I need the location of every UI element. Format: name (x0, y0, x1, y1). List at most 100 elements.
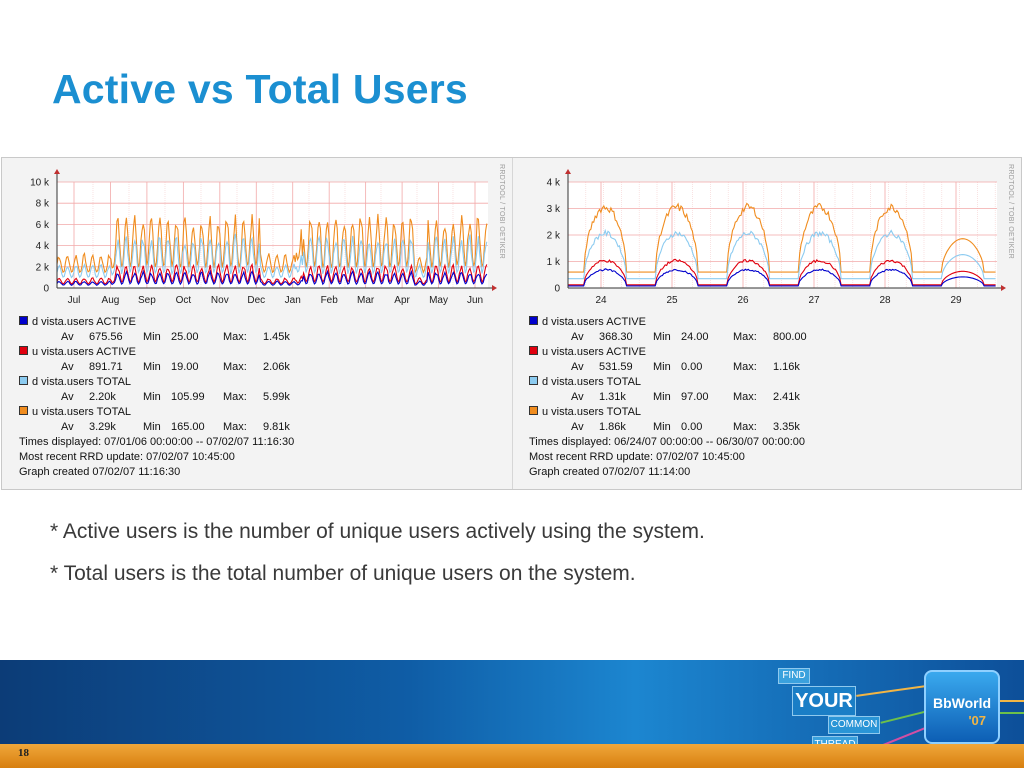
legend-stat-max: 3.35k (773, 421, 800, 433)
y-tick-label: 4 k (547, 178, 561, 189)
legend-swatch (19, 316, 28, 325)
legend-stats: Av 531.59 Min 0.00 Max: 1.16k (529, 360, 807, 375)
rrdtool-label: RRDTOOL / TOBI OETIKER (498, 164, 505, 260)
legend-stat-label: Min (653, 331, 671, 343)
legend-stat-label: Av (571, 331, 584, 343)
legend-series-name: d vista.users ACTIVE (542, 316, 646, 328)
legend-series-name: d vista.users TOTAL (542, 376, 642, 388)
decorative-stripe (1000, 712, 1024, 714)
bullet-item: * Total users is the total number of uni… (50, 562, 636, 585)
logo-word-find: FIND (778, 668, 810, 684)
series-line-u-vista-users-total (56, 213, 488, 275)
y-tick-label: 3 k (547, 204, 561, 215)
legend-entry: u vista.users ACTIVE (529, 345, 807, 360)
legend-stat-label: Max: (223, 391, 247, 403)
x-tick-label: Apr (394, 295, 410, 306)
graph-footer-line: Most recent RRD update: 07/02/07 10:45:0… (19, 451, 235, 463)
legend-stat-av: 1.31k (599, 391, 626, 403)
legend-series-name: u vista.users ACTIVE (542, 346, 646, 358)
series-line-u-vista-users-active (568, 258, 996, 286)
y-tick-label: 8 k (36, 199, 50, 210)
y-tick-label: 6 k (36, 220, 50, 231)
legend-stat-min: 0.00 (681, 421, 703, 433)
legend-stat-label: Av (571, 361, 584, 373)
legend-stat-av: 2.20k (89, 391, 116, 403)
graph-frame: 10 k 8 k 6 k 4 k 2 k 0 Jul Aug Sep Oct Nov Dec Jan Fe… (1, 157, 1022, 490)
legend-stat-label: Max: (733, 421, 757, 433)
legend-stats: Av 1.31k Min 97.00 Max: 2.41k (529, 390, 807, 405)
legend-series-name: u vista.users TOTAL (542, 406, 642, 418)
x-tick-label: Jul (68, 295, 81, 306)
graph-footer-line: Most recent RRD update: 07/02/07 10:45:0… (529, 451, 745, 463)
legend-stats: Av 891.71 Min 19.00 Max: 2.06k (19, 360, 294, 375)
legend-stat-min: 105.99 (171, 391, 205, 403)
bbworld-logo-text: BbWorld (932, 695, 992, 711)
legend-swatch (19, 376, 28, 385)
chart-panel-weekly: 4 k 3 k 2 k 1 k 0 24 25 26 27 28 29 RRDTOOL / TOBI… (513, 158, 1021, 489)
bbworld-logo: BbWorld '07 (924, 670, 1000, 744)
legend-annual: d vista.users ACTIVE Av 675.56 Min 25.00 Max:… (19, 315, 294, 480)
legend-stat-min: 97.00 (681, 391, 709, 403)
legend-swatch (529, 316, 538, 325)
legend-stat-label: Max: (733, 391, 757, 403)
legend-stat-label: Max: (733, 361, 757, 373)
legend-stat-max: 5.99k (263, 391, 290, 403)
series-line-d-vista-users-active (568, 268, 996, 287)
legend-series-name: d vista.users ACTIVE (32, 316, 136, 328)
legend-stat-label: Av (61, 421, 74, 433)
legend-stat-max: 2.41k (773, 391, 800, 403)
decorative-stripe (1000, 700, 1024, 702)
x-tick-label: 25 (666, 295, 678, 306)
x-tick-label: May (429, 295, 448, 306)
legend-stat-label: Min (143, 361, 161, 373)
legend-stat-max: 1.16k (773, 361, 800, 373)
legend-stats: Av 368.30 Min 24.00 Max: 800.00 (529, 330, 807, 345)
legend-stat-label: Max: (733, 331, 757, 343)
y-axis-arrow (565, 169, 571, 174)
legend-stat-label: Max: (223, 421, 247, 433)
x-tick-label: Feb (321, 295, 339, 306)
legend-entry: d vista.users ACTIVE (19, 315, 294, 330)
graph-footer-line: Graph created 07/02/07 11:16:30 (19, 466, 181, 478)
legend-stat-label: Max: (223, 361, 247, 373)
legend-stat-label: Min (653, 391, 671, 403)
y-tick-label: 2 k (36, 262, 50, 273)
rrdtool-label: RRDTOOL / TOBI OETIKER (1007, 164, 1014, 260)
legend-stat-label: Min (143, 391, 161, 403)
x-tick-label: Sep (138, 295, 156, 306)
legend-entry: u vista.users ACTIVE (19, 345, 294, 360)
y-tick-label: 0 (554, 284, 560, 295)
x-tick-label: Nov (211, 295, 229, 306)
legend-stat-label: Min (143, 421, 161, 433)
legend-series-name: d vista.users TOTAL (32, 376, 132, 388)
chart-annual: 10 k 8 k 6 k 4 k 2 k 0 Jul Aug Sep Oct Nov Dec Jan Fe… (30, 169, 497, 306)
series-line-u-vista-users-active (56, 262, 488, 285)
legend-entry: u vista.users TOTAL (19, 405, 294, 420)
legend-stat-label: Av (571, 391, 584, 403)
bbworld-logo-year: '07 (968, 713, 986, 728)
legend-stat-av: 3.29k (89, 421, 116, 433)
x-tick-label: 24 (595, 295, 607, 306)
x-tick-label: Mar (357, 295, 375, 306)
legend-stats: Av 675.56 Min 25.00 Max: 1.45k (19, 330, 294, 345)
graph-footer-line: Graph created 07/02/07 11:14:00 (529, 466, 691, 478)
series-line-d-vista-users-active (56, 269, 488, 286)
legend-stats: Av 3.29k Min 165.00 Max: 9.81k (19, 420, 294, 435)
legend-stat-label: Av (61, 361, 74, 373)
graph-footer-line: Times displayed: 06/24/07 00:00:00 -- 06… (529, 436, 806, 448)
x-tick-label: Jun (467, 295, 483, 306)
footer-bar (0, 744, 1024, 768)
legend-stat-av: 1.86k (599, 421, 626, 433)
y-axis-arrow (54, 169, 60, 174)
legend-stat-av: 531.59 (599, 361, 633, 373)
legend-stat-max: 1.45k (263, 331, 290, 343)
legend-stat-av: 675.56 (89, 331, 123, 343)
legend-stat-label: Max: (223, 331, 247, 343)
legend-entry: d vista.users ACTIVE (529, 315, 807, 330)
legend-stats: Av 1.86k Min 0.00 Max: 3.35k (529, 420, 807, 435)
legend-series-name: u vista.users TOTAL (32, 406, 132, 418)
y-tick-label: 1 k (547, 257, 561, 268)
legend-swatch (529, 406, 538, 415)
y-tick-label: 10 k (30, 178, 50, 189)
legend-stat-max: 2.06k (263, 361, 290, 373)
